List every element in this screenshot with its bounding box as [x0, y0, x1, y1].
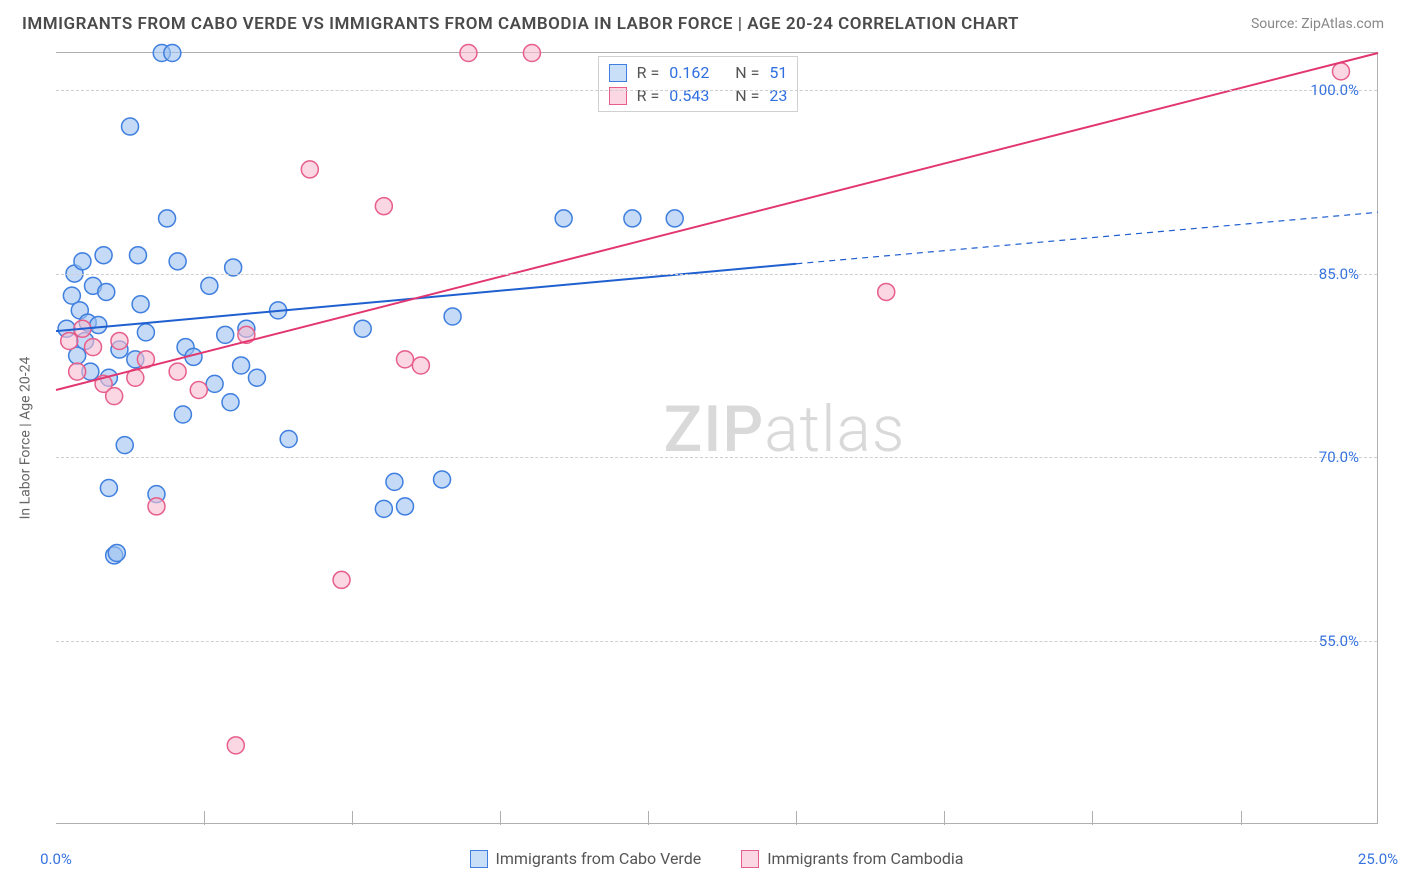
scatter-point-cabo_verde [98, 283, 115, 300]
scatter-point-cabo_verde [122, 118, 139, 135]
chart-svg [56, 53, 1377, 824]
scatter-point-cabo_verde [386, 473, 403, 490]
x-tick-minor [500, 811, 501, 825]
scatter-point-cabo_verde [354, 320, 371, 337]
scatter-point-cambodia [148, 498, 165, 515]
scatter-point-cabo_verde [108, 544, 125, 561]
scatter-point-cabo_verde [132, 296, 149, 313]
scatter-point-cabo_verde [129, 247, 146, 264]
gridline-h [56, 457, 1377, 458]
scatter-point-cambodia [111, 332, 128, 349]
scatter-point-cambodia [412, 357, 429, 374]
scatter-point-cabo_verde [137, 324, 154, 341]
scatter-point-cabo_verde [90, 317, 107, 334]
x-tick-minor [204, 811, 205, 825]
scatter-point-cabo_verde [624, 210, 641, 227]
scatter-point-cabo_verde [444, 308, 461, 325]
scatter-point-cambodia [169, 363, 186, 380]
scatter-point-cabo_verde [280, 431, 297, 448]
swatch-icon [741, 850, 759, 868]
plot-area: ZIPatlas R =0.162N =51R =0.543N =23 Immi… [56, 52, 1378, 824]
scatter-point-cabo_verde [116, 437, 133, 454]
scatter-point-cabo_verde [159, 210, 176, 227]
y-tick-label: 55.0% [1319, 632, 1359, 650]
scatter-point-cabo_verde [201, 277, 218, 294]
y-tick-label: 85.0% [1319, 265, 1359, 283]
chart-title: IMMIGRANTS FROM CABO VERDE VS IMMIGRANTS… [22, 14, 1019, 34]
scatter-point-cabo_verde [248, 369, 265, 386]
scatter-point-cambodia [227, 737, 244, 754]
scatter-point-cabo_verde [666, 210, 683, 227]
legend-label: Immigrants from Cabo Verde [496, 849, 702, 868]
r-value: 0.162 [669, 63, 725, 82]
y-tick-label: 100.0% [1310, 81, 1359, 99]
legend-item-cabo-verde: Immigrants from Cabo Verde [470, 849, 702, 868]
trend-line-dashed-cabo_verde [796, 212, 1378, 263]
scatter-point-cambodia [106, 388, 123, 405]
scatter-point-cambodia [190, 381, 207, 398]
scatter-point-cambodia [69, 363, 86, 380]
x-tick-minor [796, 811, 797, 825]
x-tick-label: 0.0% [40, 850, 72, 868]
y-axis-label: In Labor Force | Age 20-24 [17, 357, 33, 520]
scatter-point-cabo_verde [74, 253, 91, 270]
x-tick-minor [944, 811, 945, 825]
gridline-h [56, 274, 1377, 275]
scatter-point-cabo_verde [555, 210, 572, 227]
scatter-point-cabo_verde [169, 253, 186, 270]
x-tick-minor [1092, 811, 1093, 825]
scatter-point-cambodia [523, 45, 540, 62]
scatter-point-cabo_verde [397, 498, 414, 515]
scatter-point-cabo_verde [174, 406, 191, 423]
legend-label: Immigrants from Cambodia [767, 849, 963, 868]
scatter-point-cambodia [375, 198, 392, 215]
source-attribution: Source: ZipAtlas.com [1251, 16, 1384, 32]
scatter-point-cabo_verde [233, 357, 250, 374]
scatter-point-cabo_verde [164, 45, 181, 62]
scatter-point-cambodia [61, 332, 78, 349]
correlation-legend-row: R =0.543N =23 [609, 84, 788, 107]
gridline-h [56, 641, 1377, 642]
scatter-point-cabo_verde [434, 471, 451, 488]
scatter-point-cambodia [460, 45, 477, 62]
x-tick-minor [352, 811, 353, 825]
scatter-point-cambodia [1332, 63, 1349, 80]
r-label: R = [637, 63, 660, 82]
y-tick-label: 70.0% [1319, 448, 1359, 466]
scatter-point-cabo_verde [206, 375, 223, 392]
x-tick-label: 25.0% [1358, 850, 1398, 868]
scatter-point-cambodia [85, 339, 102, 356]
n-label: N = [735, 63, 759, 82]
swatch-icon [470, 850, 488, 868]
scatter-point-cambodia [333, 571, 350, 588]
scatter-point-cambodia [301, 161, 318, 178]
scatter-point-cabo_verde [95, 247, 112, 264]
scatter-point-cabo_verde [217, 326, 234, 343]
correlation-legend-row: R = 0.162 N = 51 [609, 61, 788, 84]
gridline-h [56, 90, 1377, 91]
scatter-point-cabo_verde [100, 480, 117, 497]
legend-item-cambodia: Immigrants from Cambodia [741, 849, 963, 868]
x-tick-minor [648, 811, 649, 825]
scatter-point-cambodia [397, 351, 414, 368]
swatch-icon [609, 64, 627, 82]
series-legend: Immigrants from Cabo Verde Immigrants fr… [56, 849, 1377, 868]
scatter-point-cabo_verde [222, 394, 239, 411]
scatter-point-cambodia [878, 283, 895, 300]
x-tick-minor [1241, 811, 1242, 825]
correlation-legend: R = 0.162 N = 51 R =0.543N =23 [598, 56, 799, 112]
scatter-point-cabo_verde [375, 500, 392, 517]
n-value: 51 [769, 63, 787, 82]
